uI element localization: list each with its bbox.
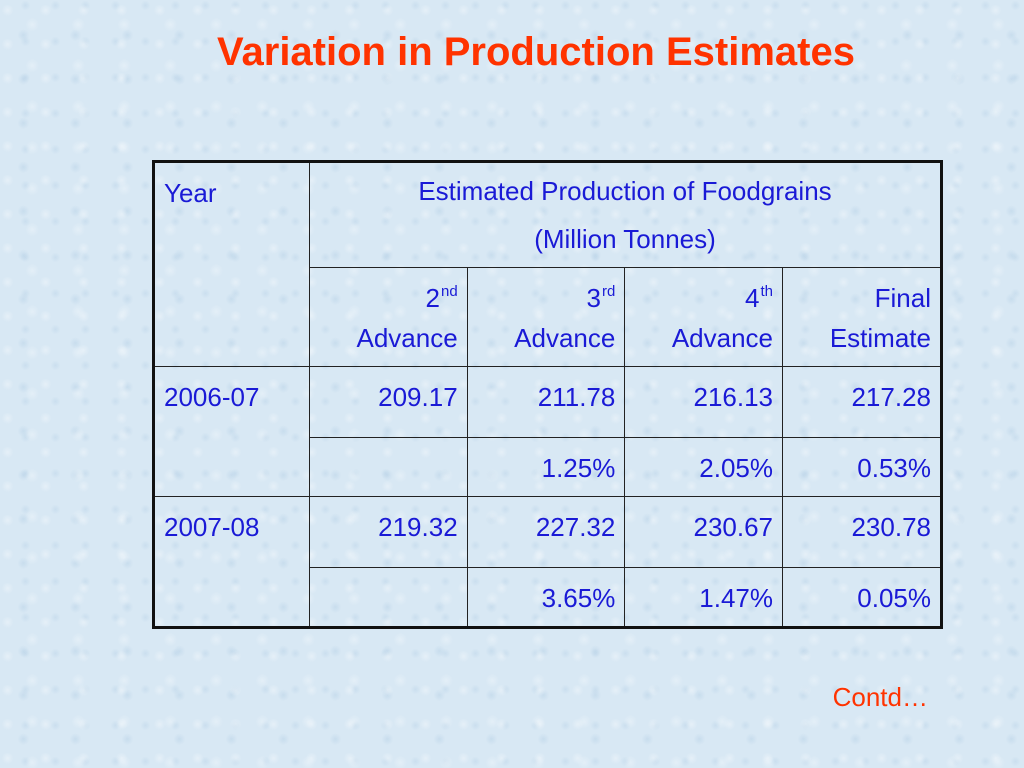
header-row: Year Estimated Production of Foodgrains … bbox=[153, 161, 942, 367]
column-header-word: Advance bbox=[671, 323, 774, 353]
column-header-4th-advance: 4th Advance bbox=[624, 267, 784, 367]
value-cell: 227.32 bbox=[466, 496, 626, 568]
column-header-2nd-advance: 2nd Advance bbox=[309, 267, 468, 367]
column-header-final-estimate: Final Estimate bbox=[782, 267, 942, 367]
column-header-word: Advance bbox=[514, 323, 616, 353]
column-header-line2: Estimate bbox=[829, 323, 931, 353]
value-cell: 216.13 bbox=[624, 366, 784, 438]
column-header-ordinal-suffix: rd bbox=[602, 283, 616, 300]
column-header-ordinal-suffix: th bbox=[760, 283, 774, 300]
column-header-word: Advance bbox=[356, 323, 458, 353]
change-cell: 0.05% bbox=[782, 567, 942, 628]
column-header-ordinal-number: 3 bbox=[586, 283, 601, 313]
value-cell: 219.32 bbox=[309, 496, 468, 568]
slide-title: Variation in Production Estimates bbox=[217, 30, 855, 74]
subheader-row: 2nd Advance 3rd Advance 4th Advance Fina… bbox=[154, 267, 942, 367]
year-cell-2007-08: 2007-08 bbox=[153, 496, 310, 628]
production-estimates-table: Year Estimated Production of Foodgrains … bbox=[152, 160, 943, 629]
column-header-ordinal-number: 2 bbox=[425, 283, 440, 313]
column-header-line1: Final bbox=[874, 283, 931, 313]
column-header-3rd-advance: 3rd Advance bbox=[466, 267, 626, 367]
estimated-production-header-line1: Estimated Production of Foodgrains bbox=[418, 176, 832, 206]
change-cell bbox=[309, 567, 468, 628]
value-cell: 230.67 bbox=[624, 496, 784, 568]
value-cell: 217.28 bbox=[782, 366, 942, 438]
value-cell: 211.78 bbox=[466, 366, 626, 438]
column-header-ordinal-suffix: nd bbox=[440, 283, 458, 300]
estimated-production-header-line2: (Million Tonnes) bbox=[534, 224, 716, 254]
year-column-header: Year bbox=[153, 161, 310, 367]
change-cell: 0.53% bbox=[782, 437, 942, 497]
year-cell-2006-07: 2006-07 bbox=[153, 366, 310, 497]
table-row-2006-07-values: 2006-07 209.17 211.78 216.13 217.28 bbox=[153, 366, 942, 497]
table-row-2007-08-values: 2007-08 219.32 227.32 230.67 230.78 bbox=[153, 496, 942, 628]
column-header-ordinal-number: 4 bbox=[745, 283, 760, 313]
continued-label: Contd… bbox=[832, 682, 928, 712]
change-cell: 3.65% bbox=[466, 567, 626, 628]
estimated-production-header: Estimated Production of Foodgrains (Mill… bbox=[309, 161, 942, 268]
value-cell: 230.78 bbox=[782, 496, 942, 568]
change-cell: 2.05% bbox=[624, 437, 784, 497]
table-row-2006-07-changes: 1.25% 2.05% 0.53% bbox=[154, 437, 942, 497]
value-cell: 209.17 bbox=[309, 366, 468, 438]
change-cell: 1.47% bbox=[624, 567, 784, 628]
change-cell: 1.25% bbox=[466, 437, 626, 497]
change-cell bbox=[309, 437, 468, 497]
table-row-2007-08-changes: 3.65% 1.47% 0.05% bbox=[154, 567, 942, 628]
